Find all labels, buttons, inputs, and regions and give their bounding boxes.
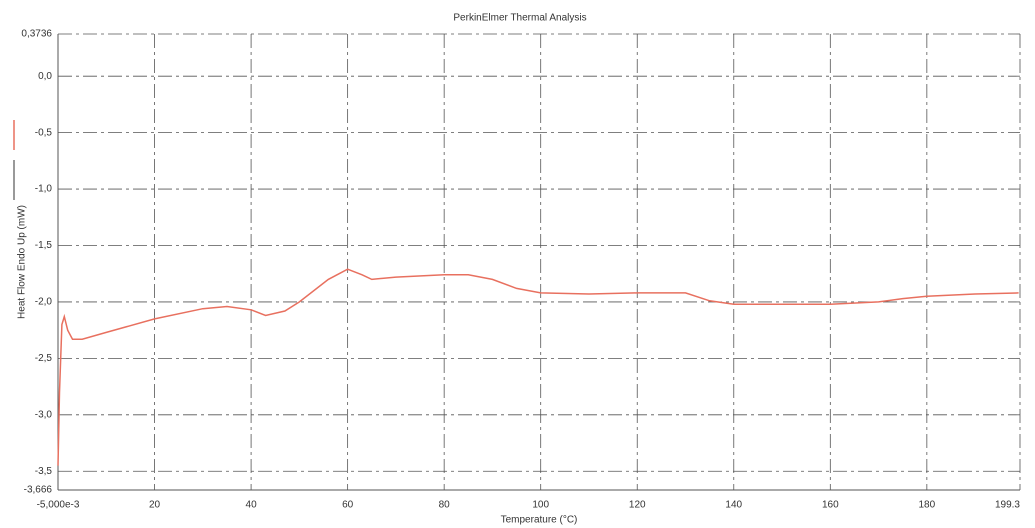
x-tick-label: 120 [629,500,646,511]
x-tick-label: 100 [532,500,549,511]
chart-title: PerkinElmer Thermal Analysis [453,13,586,24]
x-axis-label: Temperature (°C) [501,515,578,526]
y-tick-label: 0,3736 [21,29,52,40]
y-tick-label: -2,5 [35,353,53,364]
y-tick-label: 0,0 [38,71,52,82]
y-tick-label: -2,0 [35,297,53,308]
y-tick-label: -1,0 [35,184,53,195]
y-tick-label: -3,666 [24,485,53,496]
x-tick-label: 180 [918,500,935,511]
y-tick-label: -3,5 [35,466,53,477]
x-tick-label: 80 [439,500,451,511]
data-line [57,268,1019,466]
x-tick-label: 60 [342,500,354,511]
x-tick-label: -5,000e-3 [37,500,80,511]
x-tick-label: 20 [149,500,161,511]
x-tick-label: 199.3 [995,500,1020,511]
y-axis-label: Heat Flow Endo Up (mW) [17,205,28,319]
y-tick-label: -1,5 [35,240,53,251]
y-tick-label: -3,0 [35,409,53,420]
x-tick-label: 140 [725,500,742,511]
x-tick-label: 160 [822,500,839,511]
y-tick-label: -0,5 [35,127,53,138]
x-tick-label: 40 [246,500,258,511]
